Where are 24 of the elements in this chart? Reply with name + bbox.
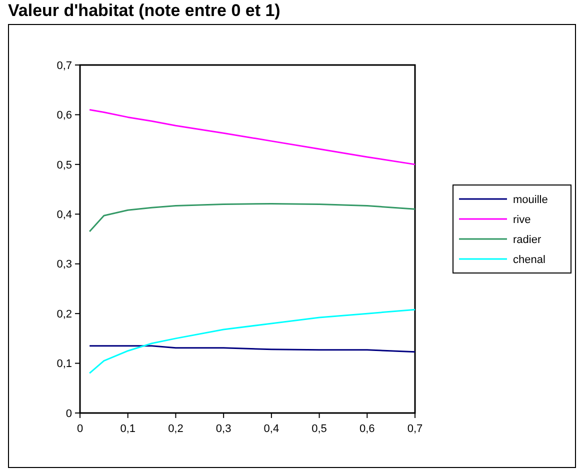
- legend-label: radier: [513, 234, 542, 246]
- y-tick-label: 0,3: [56, 258, 72, 271]
- y-tick-label: 0,1: [56, 358, 72, 370]
- line-series: [88, 108, 416, 166]
- y-tick-label: 0,4: [56, 208, 72, 221]
- y-tick-label: 0,6: [56, 110, 72, 122]
- legend-label: chenal: [513, 254, 546, 266]
- line-series: [88, 202, 416, 232]
- x-tick-label: 0,1: [120, 423, 136, 435]
- legend-label: rive: [513, 214, 531, 226]
- x-tick-label: 0,4: [264, 423, 280, 435]
- y-tick-label: 0,7: [56, 60, 72, 72]
- y-tick-label: 0,5: [56, 159, 72, 172]
- chart-title: Valeur d'habitat (note entre 0 et 1): [8, 1, 280, 20]
- x-tick-label: 0,6: [359, 423, 375, 435]
- line-series: [88, 308, 416, 374]
- x-tick-label: 0,2: [168, 423, 184, 435]
- y-tick-label: 0,2: [56, 308, 72, 320]
- legend-label: mouille: [513, 194, 548, 206]
- x-tick-label: 0,5: [312, 423, 327, 435]
- x-tick-label: 0,3: [216, 423, 232, 435]
- x-tick-label: 0: [76, 423, 84, 435]
- x-tick-label: 0,7: [407, 423, 423, 435]
- y-tick-label: 0: [66, 408, 72, 420]
